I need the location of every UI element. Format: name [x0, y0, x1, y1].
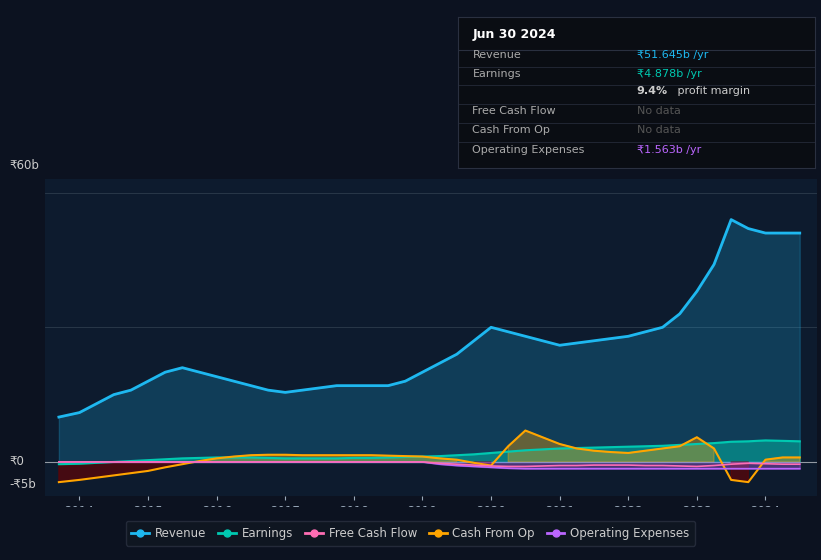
Text: Operating Expenses: Operating Expenses: [472, 145, 585, 155]
Text: Earnings: Earnings: [472, 69, 521, 80]
Text: Cash From Op: Cash From Op: [472, 125, 550, 135]
Text: ₹51.645b /yr: ₹51.645b /yr: [637, 50, 708, 59]
Legend: Revenue, Earnings, Free Cash Flow, Cash From Op, Operating Expenses: Revenue, Earnings, Free Cash Flow, Cash …: [126, 521, 695, 546]
Text: No data: No data: [637, 105, 681, 115]
Text: -₹5b: -₹5b: [10, 478, 37, 491]
Text: profit margin: profit margin: [674, 86, 750, 96]
Text: No data: No data: [637, 125, 681, 135]
Text: Jun 30 2024: Jun 30 2024: [472, 29, 556, 41]
Text: ₹4.878b /yr: ₹4.878b /yr: [637, 69, 701, 80]
Text: Free Cash Flow: Free Cash Flow: [472, 105, 556, 115]
Text: ₹60b: ₹60b: [10, 159, 39, 172]
Text: ₹0: ₹0: [10, 455, 25, 469]
Text: Revenue: Revenue: [472, 50, 521, 59]
Text: 9.4%: 9.4%: [637, 86, 667, 96]
Text: ₹1.563b /yr: ₹1.563b /yr: [637, 145, 701, 155]
